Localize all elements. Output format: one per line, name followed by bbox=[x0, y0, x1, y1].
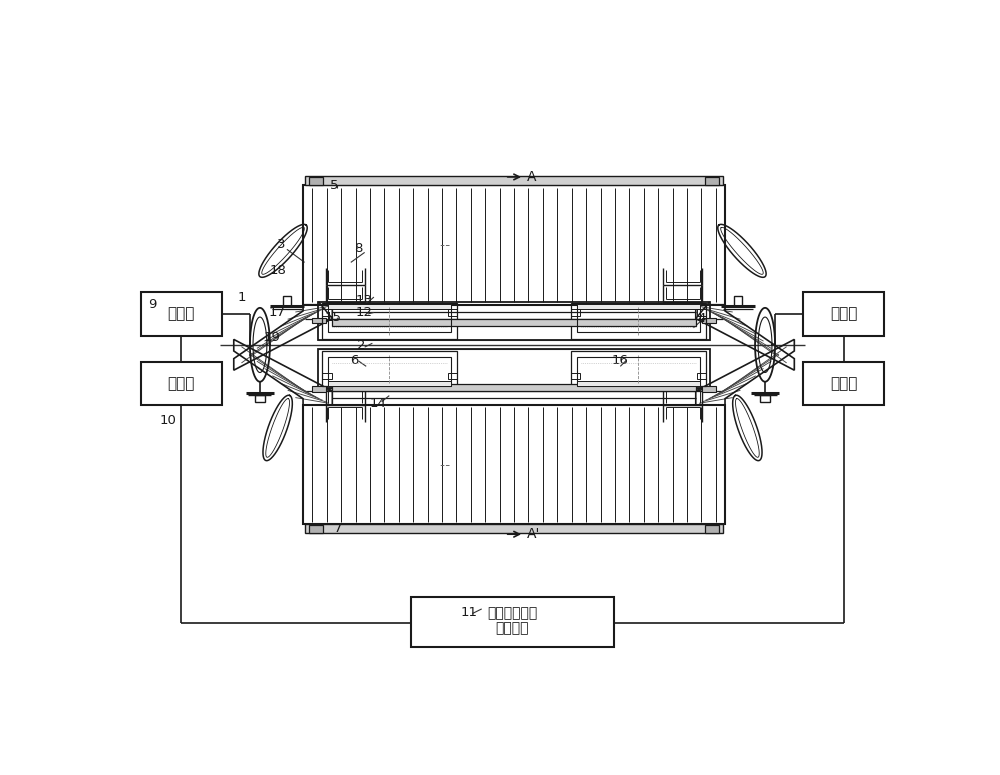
Bar bbox=[571, 303, 706, 339]
Bar bbox=[697, 374, 706, 380]
Text: A: A bbox=[527, 170, 537, 184]
Text: 16: 16 bbox=[612, 353, 629, 367]
Text: 总变频器（同: 总变频器（同 bbox=[487, 606, 538, 620]
Bar bbox=[760, 394, 770, 401]
Text: 变频器: 变频器 bbox=[830, 376, 857, 391]
Text: 1: 1 bbox=[237, 291, 246, 304]
Bar bbox=[705, 177, 719, 184]
Text: 10: 10 bbox=[159, 414, 176, 427]
Text: 步控制）: 步控制） bbox=[496, 621, 529, 636]
Bar bbox=[328, 357, 451, 387]
Bar bbox=[734, 295, 742, 306]
Bar bbox=[322, 374, 332, 380]
Bar bbox=[577, 357, 700, 387]
Text: 7: 7 bbox=[333, 522, 342, 535]
Bar bbox=[332, 319, 696, 326]
Text: 6: 6 bbox=[350, 353, 359, 367]
Text: 19: 19 bbox=[264, 331, 281, 343]
Text: 4: 4 bbox=[697, 312, 705, 325]
Text: 12: 12 bbox=[355, 306, 372, 319]
Text: 3: 3 bbox=[277, 238, 286, 251]
Bar bbox=[332, 384, 696, 391]
Bar bbox=[305, 176, 723, 185]
Bar bbox=[141, 362, 222, 405]
Bar bbox=[312, 318, 326, 323]
Bar bbox=[571, 351, 706, 387]
Text: 电动机: 电动机 bbox=[168, 306, 195, 322]
Text: 17: 17 bbox=[268, 306, 285, 319]
Bar bbox=[322, 309, 332, 315]
Text: 13: 13 bbox=[355, 294, 372, 307]
Bar bbox=[312, 387, 326, 391]
Bar bbox=[303, 405, 725, 524]
Bar bbox=[328, 304, 451, 309]
Bar bbox=[577, 304, 700, 309]
Bar bbox=[255, 394, 265, 401]
Bar bbox=[803, 362, 884, 405]
Bar bbox=[702, 318, 716, 323]
Bar bbox=[309, 177, 323, 184]
Bar bbox=[571, 309, 580, 315]
Bar bbox=[705, 525, 719, 532]
Bar bbox=[697, 309, 706, 315]
Text: 11: 11 bbox=[460, 606, 477, 619]
Bar bbox=[305, 524, 723, 533]
Bar bbox=[303, 185, 725, 305]
Text: 9: 9 bbox=[148, 298, 156, 312]
Bar bbox=[283, 295, 291, 306]
Bar bbox=[328, 303, 451, 332]
Text: A': A' bbox=[527, 527, 541, 541]
Bar bbox=[803, 292, 884, 336]
Text: 14: 14 bbox=[369, 397, 386, 410]
Bar bbox=[318, 350, 710, 388]
Text: 15: 15 bbox=[325, 312, 342, 325]
Bar bbox=[322, 351, 457, 387]
Bar bbox=[448, 374, 457, 380]
Text: 变频器: 变频器 bbox=[168, 376, 195, 391]
Text: 8: 8 bbox=[354, 242, 363, 255]
Bar bbox=[577, 303, 700, 332]
Text: 18: 18 bbox=[269, 264, 286, 277]
Bar bbox=[328, 381, 451, 387]
Bar bbox=[702, 387, 716, 391]
Bar bbox=[448, 309, 457, 315]
Bar bbox=[571, 374, 580, 380]
Bar bbox=[577, 381, 700, 387]
Bar bbox=[141, 292, 222, 336]
Bar bbox=[309, 525, 323, 532]
Bar bbox=[411, 598, 614, 647]
Bar bbox=[322, 303, 457, 339]
Bar bbox=[318, 301, 710, 340]
Text: 2: 2 bbox=[357, 339, 366, 352]
Text: 5: 5 bbox=[330, 179, 338, 192]
Text: 电动机: 电动机 bbox=[830, 306, 857, 322]
